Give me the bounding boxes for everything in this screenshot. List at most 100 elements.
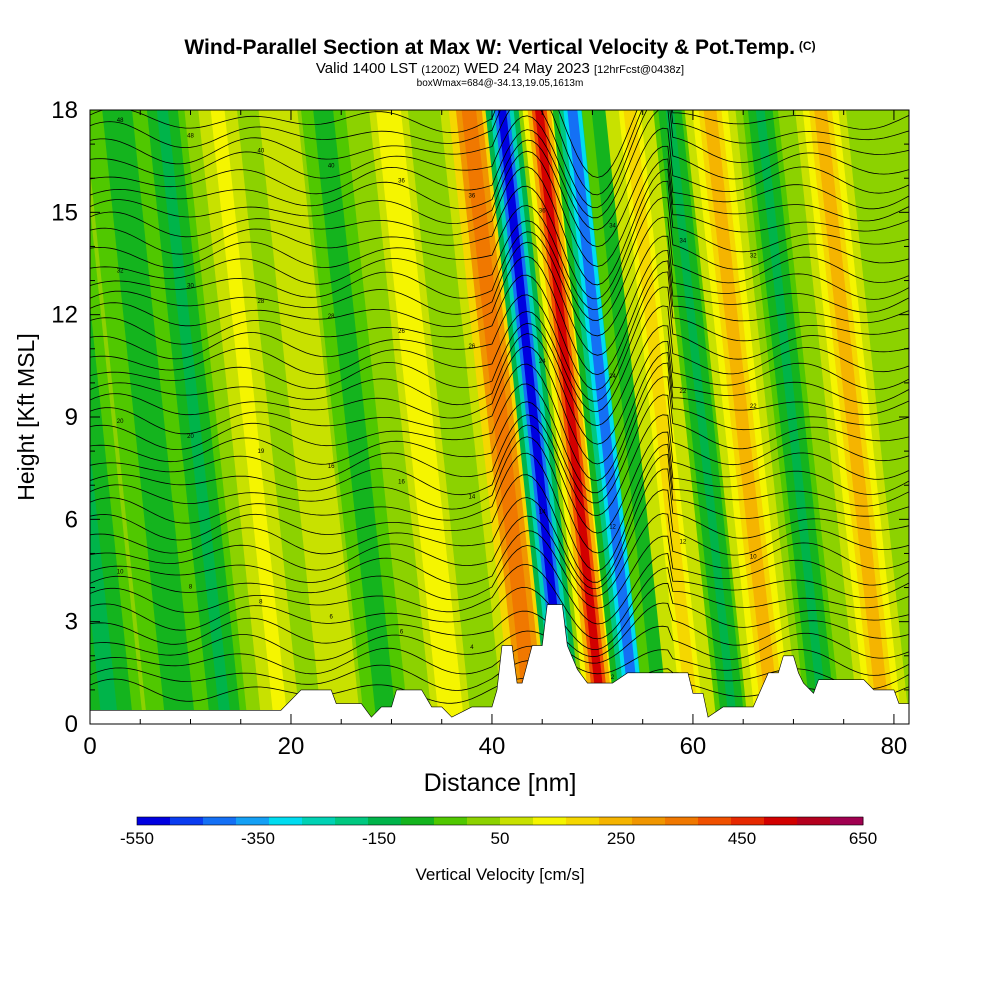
theta-contour-line <box>90 333 909 445</box>
x-tick-label: 20 <box>278 733 305 760</box>
x-tick-label: 60 <box>680 733 707 760</box>
plot-area: 4848404036363634343232302828262624242222… <box>90 110 909 724</box>
subtitle-forecast: [12hrFcst@0438z] <box>594 64 685 76</box>
colorbar-swatch <box>632 817 666 825</box>
theta-contour-line <box>90 139 909 248</box>
velocity-band <box>360 110 480 724</box>
theta-contour-label: 32 <box>117 269 124 275</box>
y-axis-label: Height [Kft MSL] <box>13 333 39 500</box>
colorbar-swatch <box>401 817 435 825</box>
theta-contour-line <box>90 394 909 504</box>
velocity-band-layer <box>814 110 891 724</box>
theta-contour-line <box>90 197 909 310</box>
subtitle-valid-time: Valid 1400 LST <box>315 60 418 77</box>
theta-contour-label: 32 <box>750 254 757 260</box>
theta-contour-line <box>90 180 909 300</box>
chart-box-info: boxWmax=684@-34.13,19.05,1613m <box>416 78 584 89</box>
theta-contour-line <box>90 376 909 494</box>
theta-contour-line <box>90 110 909 219</box>
theta-contour-line <box>90 305 909 412</box>
x-tick-label: 0 <box>83 733 96 760</box>
colorbar-swatch <box>170 817 204 825</box>
velocity-band-layer <box>156 110 232 724</box>
colorbar-swatch <box>335 817 369 825</box>
theta-contour-line <box>90 564 909 640</box>
colorbar: -550 -350 -150 50 250 450 650 <box>120 816 877 848</box>
theta-contour-line <box>90 625 909 664</box>
theta-contour-label: 34 <box>609 224 616 230</box>
velocity-band <box>742 110 842 724</box>
theta-contour-line <box>90 241 909 356</box>
theta-contour-label: 12 <box>609 524 616 530</box>
y-tick-label: 3 <box>65 609 78 636</box>
theta-contour-label: 22 <box>750 404 757 410</box>
velocity-band-layer <box>381 110 459 724</box>
theta-contour-line <box>90 582 909 650</box>
colorbar-tick-label: -350 <box>241 829 275 848</box>
theta-contour-line <box>90 362 909 482</box>
colorbar-label: Vertical Velocity [cm/s] <box>415 865 584 884</box>
theta-contour-label: 22 <box>680 389 687 395</box>
theta-contour-label: 8 <box>259 600 263 606</box>
theta-contour-line <box>90 530 909 609</box>
theta-contour-line <box>90 271 909 391</box>
colorbar-swatch <box>764 817 798 825</box>
y-tick-label: 12 <box>51 302 78 329</box>
theta-contour-line <box>90 286 909 402</box>
x-tick-label: 80 <box>881 733 908 760</box>
theta-contour-line <box>90 166 909 286</box>
velocity-band-layer <box>535 110 607 724</box>
theta-contour-label: 28 <box>328 314 335 320</box>
colorbar-swatch <box>566 817 600 825</box>
theta-contour-label: 48 <box>117 118 124 124</box>
theta-contour-line <box>90 645 909 676</box>
theta-contour-line <box>90 150 909 267</box>
theta-contour-line <box>90 545 909 625</box>
colorbar-tick-label: -150 <box>362 829 396 848</box>
theta-contour-line <box>90 216 909 321</box>
theta-contour-line <box>90 110 909 178</box>
velocity-band <box>140 110 248 724</box>
y-tick-label: 15 <box>51 199 78 226</box>
theta-contour-label: 16 <box>398 479 405 485</box>
y-tick-label: 18 <box>51 97 78 124</box>
x-axis: 0 20 40 60 80 <box>83 110 907 760</box>
colorbar-swatch <box>731 817 765 825</box>
chart-title-suffix: (C) <box>798 39 816 53</box>
theta-contour-label: 12 <box>680 539 687 545</box>
velocity-band <box>90 110 214 724</box>
velocity-band-layer <box>90 448 119 724</box>
velocity-band-layer <box>461 110 540 724</box>
theta-contour-label: 24 <box>609 374 616 380</box>
theta-contour-label: 40 <box>257 148 264 154</box>
theta-contour-label: 20 <box>187 434 194 440</box>
theta-contour-line <box>90 110 909 196</box>
chart-title-main: Wind-Parallel Section at Max W: Vertical… <box>184 36 795 59</box>
colorbar-tick-label: -550 <box>120 829 154 848</box>
x-axis-label: Distance [nm] <box>424 769 577 797</box>
colorbar-swatch <box>797 817 831 825</box>
colorbar-swatch <box>203 817 237 825</box>
theta-contour-line <box>90 602 909 658</box>
colorbar-tick-label: 450 <box>728 829 756 848</box>
velocity-band-layer <box>595 110 668 724</box>
colorbar-frame <box>136 816 864 826</box>
theta-contour-label: 26 <box>469 344 476 350</box>
theta-contour-label: 6 <box>330 615 334 621</box>
theta-contour-label: 14 <box>539 509 546 515</box>
theta-contour-line <box>90 424 909 534</box>
theta-contour-label: 26 <box>398 329 405 335</box>
theta-contour-label: 36 <box>469 193 476 199</box>
theta-contour-line <box>90 322 909 427</box>
theta-contour-line <box>90 110 909 208</box>
theta-contour-label: 20 <box>117 419 124 425</box>
theta-contour-line <box>90 513 909 597</box>
theta-contour-line <box>90 489 909 590</box>
y-tick-label: 9 <box>65 404 78 431</box>
chart-title: Wind-Parallel Section at Max W: Vertical… <box>0 36 1000 60</box>
theta-contour-line <box>90 231 909 337</box>
theta-contour-line <box>90 436 909 554</box>
theta-contour-label: 2 <box>611 675 615 681</box>
